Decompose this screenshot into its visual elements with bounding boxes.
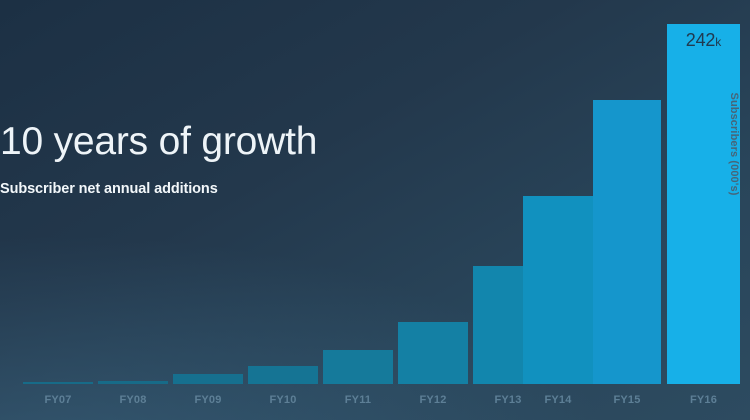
x-tick-fy14: FY14 <box>544 394 572 406</box>
page-subtitle: Subscriber net annual additions <box>0 181 218 197</box>
bar-fy14[interactable] <box>523 196 593 384</box>
headline-block: 10 years of growth Subscriber net annual… <box>0 122 317 197</box>
bar-value-unit: k <box>715 35 722 49</box>
page-title: 10 years of growth <box>0 120 318 163</box>
bar-fy07[interactable] <box>23 382 93 384</box>
x-tick-fy16: FY16 <box>689 394 718 406</box>
x-tick-fy13: FY13 <box>494 394 522 406</box>
x-tick-fy12: FY12 <box>419 394 447 406</box>
y-axis-title: Subscribers (000's) <box>728 92 740 196</box>
bar-value-label: 242k <box>667 31 740 49</box>
bar-fy12[interactable] <box>398 322 468 384</box>
bar-fy15[interactable] <box>593 100 661 384</box>
bar-fy10[interactable] <box>248 366 318 384</box>
x-tick-fy08: FY08 <box>119 394 147 406</box>
bar-fy09[interactable] <box>173 374 243 384</box>
bar-fy11[interactable] <box>323 350 393 384</box>
bar-value-number: 242 <box>685 30 716 50</box>
x-tick-fy09: FY09 <box>194 394 222 406</box>
x-tick-fy07: FY07 <box>44 394 72 406</box>
x-tick-fy15: FY15 <box>613 394 641 406</box>
bar-fy16[interactable]: 242k <box>667 24 740 384</box>
x-tick-fy11: FY11 <box>344 394 372 406</box>
bar-fy08[interactable] <box>98 381 168 384</box>
x-tick-fy10: FY10 <box>269 394 297 406</box>
